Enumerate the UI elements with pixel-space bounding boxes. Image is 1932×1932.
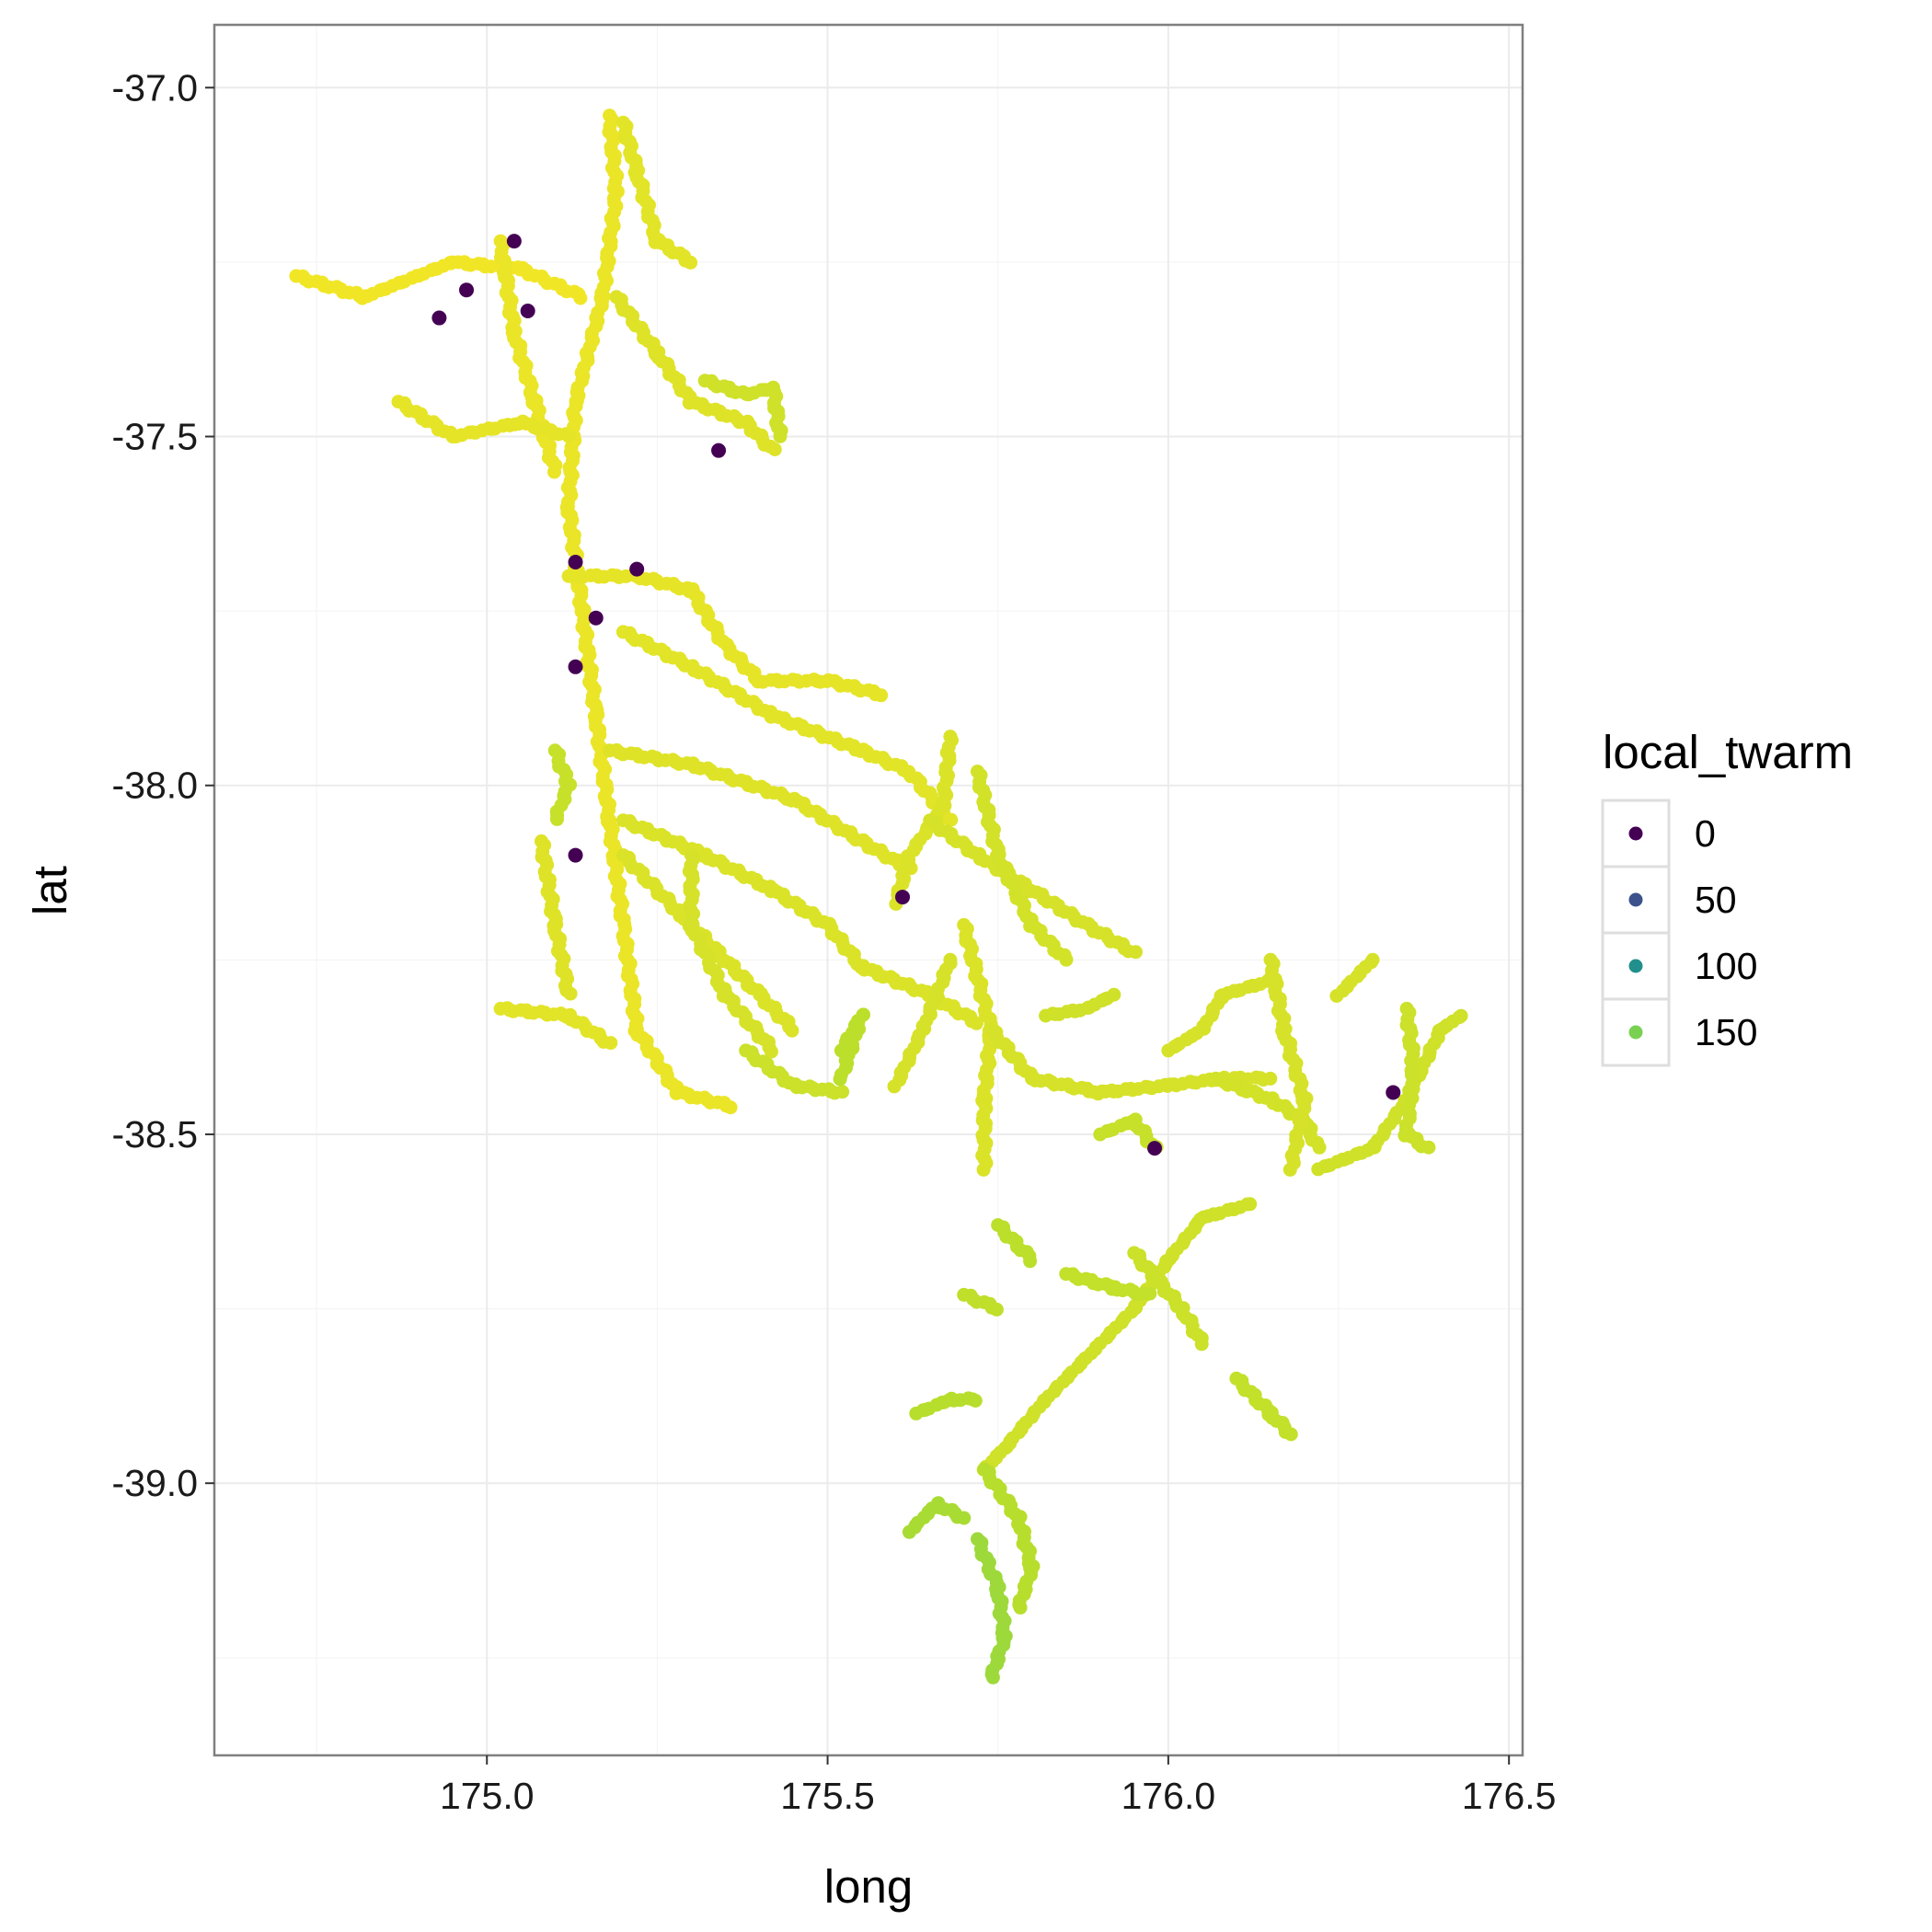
data-point	[1421, 1140, 1436, 1155]
data-point	[1129, 945, 1143, 960]
data-point	[711, 443, 727, 458]
data-point	[1143, 1286, 1157, 1301]
legend-entry-label: 0	[1695, 812, 1716, 855]
data-point	[506, 234, 522, 249]
x-tick-label: 175.0	[440, 1775, 535, 1817]
data-point	[835, 1085, 850, 1099]
data-point	[1282, 1162, 1297, 1177]
data-point	[773, 429, 788, 443]
data-point	[989, 1302, 1004, 1317]
data-point	[561, 429, 576, 443]
y-tick-label: -38.0	[112, 765, 198, 807]
data-point	[1283, 1427, 1298, 1442]
data-point	[1329, 989, 1344, 1003]
data-point	[568, 659, 583, 674]
data-point	[968, 1394, 983, 1408]
data-point	[944, 812, 959, 827]
data-point	[767, 443, 782, 456]
x-tick-label: 176.0	[1121, 1775, 1216, 1817]
data-point	[1147, 1141, 1163, 1156]
data-point	[887, 1079, 902, 1094]
data-point	[833, 1072, 847, 1087]
data-point	[1312, 1140, 1327, 1155]
x-tick-label: 176.5	[1462, 1775, 1557, 1817]
data-point	[874, 688, 889, 703]
data-point	[1454, 1008, 1468, 1023]
data-point	[563, 986, 578, 1001]
data-point	[985, 1670, 1000, 1685]
y-tick-label: -37.5	[112, 415, 198, 457]
data-point	[1194, 1337, 1209, 1351]
legend-key-swatch	[1628, 826, 1643, 841]
data-point	[684, 255, 698, 270]
legend-key-swatch	[1628, 959, 1643, 973]
y-tick-label: -39.0	[112, 1462, 198, 1504]
data-point	[895, 890, 911, 905]
legend-key-swatch	[1628, 892, 1643, 907]
data-point	[547, 465, 561, 479]
data-point	[431, 310, 447, 326]
data-point	[459, 282, 475, 298]
legend-keys: 0 50 100 150	[1601, 799, 1757, 1067]
data-point	[785, 1023, 799, 1038]
legend-key-swatch	[1628, 1025, 1643, 1040]
y-tick-label: -37.0	[112, 66, 198, 109]
data-point	[764, 1044, 778, 1059]
data-point	[969, 1016, 983, 1030]
data-point	[1023, 1254, 1038, 1269]
data-point	[568, 555, 583, 570]
panel-border	[213, 23, 1524, 1757]
data-point	[568, 847, 583, 863]
data-point	[1263, 1071, 1278, 1086]
legend-key-box	[1601, 931, 1671, 1001]
x-axis-title: long	[824, 1860, 913, 1913]
data-point	[520, 303, 535, 318]
legend-entry-label: 100	[1695, 945, 1757, 987]
data-point	[550, 811, 564, 826]
data-point	[976, 1162, 991, 1177]
data-point	[573, 291, 588, 305]
highlighted-points	[431, 234, 1401, 1156]
x-axis-ticks: 175.0 175.5 176.0 176.5	[440, 1755, 1557, 1817]
data-point	[723, 1100, 738, 1115]
x-tick-label: 175.5	[780, 1775, 875, 1817]
data-point	[604, 1036, 618, 1051]
data-point	[1386, 1085, 1401, 1100]
data-point	[1059, 952, 1074, 967]
data-point	[1013, 1600, 1028, 1615]
data-point	[1107, 987, 1121, 1002]
y-tick-label: -38.5	[112, 1113, 198, 1156]
y-axis-title: lat	[24, 866, 76, 915]
legend-entry-label: 50	[1695, 879, 1737, 921]
data-point	[588, 610, 604, 626]
legend-key-box	[1601, 997, 1671, 1067]
major-gridlines	[214, 25, 1523, 1755]
legend-title: local_twarm	[1603, 726, 1853, 778]
legend: local_twarm 0 50 100 150	[1601, 726, 1853, 1067]
y-axis-ticks: -37.0 -37.5 -38.0 -38.5 -39.0	[112, 66, 214, 1504]
data-point	[629, 561, 645, 577]
data-point	[957, 1511, 972, 1525]
legend-entry-label: 150	[1695, 1011, 1757, 1053]
